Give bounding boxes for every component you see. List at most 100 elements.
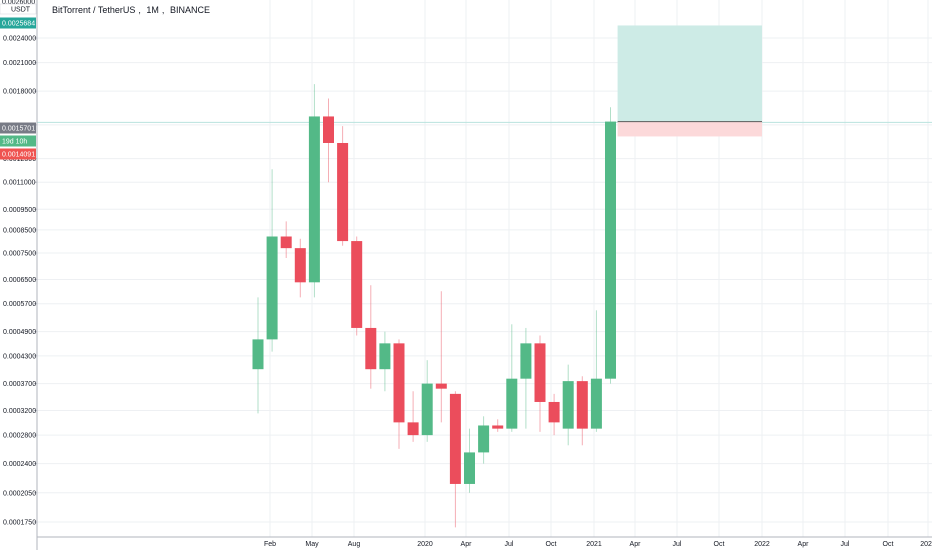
candle[interactable] — [308, 84, 320, 298]
candle[interactable] — [520, 327, 532, 429]
y-tick-label: 0.0004900 — [3, 329, 36, 336]
y-tick-label: 0.0004300 — [3, 353, 36, 360]
svg-text:19d 10h: 19d 10h — [2, 139, 27, 146]
candle-body — [294, 248, 306, 283]
x-tick-label: 2023 — [920, 541, 932, 548]
unit-label: USDT — [0, 3, 37, 15]
long-position-tool[interactable] — [617, 25, 762, 137]
symbol-name: BitTorrent / TetherUS — [52, 5, 136, 15]
candle-body — [252, 339, 264, 370]
candle-body — [548, 401, 560, 423]
chart-title: BitTorrent / TetherUS, 1M, BINANCE — [52, 5, 210, 15]
candle-body — [605, 121, 616, 379]
y-tick-label: 0.0002800 — [3, 433, 36, 440]
y-tick-label: 0.0003200 — [3, 408, 36, 415]
candle-body — [365, 327, 377, 370]
candle[interactable] — [590, 310, 602, 432]
y-tick-label: 0.0002400 — [3, 461, 36, 468]
candle-body — [266, 236, 278, 340]
candle-body — [379, 343, 391, 370]
candle[interactable] — [421, 360, 433, 442]
candle-body — [506, 378, 518, 429]
candle-body — [351, 241, 363, 328]
y-tick-label: 0.0011000 — [3, 180, 36, 187]
candle[interactable] — [323, 98, 334, 183]
x-tick-label: Apr — [630, 541, 642, 548]
x-tick-label: May — [305, 541, 319, 548]
candle-body — [492, 425, 504, 429]
candle[interactable] — [266, 169, 278, 352]
candle[interactable] — [449, 391, 461, 528]
x-tick-label: Oct — [883, 541, 894, 548]
y-tick-label: 0.0003700 — [3, 381, 36, 388]
candle[interactable] — [294, 238, 306, 298]
candle-body — [520, 343, 532, 379]
y-tick-label: 0.0007500 — [3, 251, 36, 258]
candle-body — [464, 452, 475, 484]
svg-text:0.0025684: 0.0025684 — [2, 21, 35, 28]
stop-zone[interactable] — [617, 121, 762, 137]
y-tick-label: 0.0024000 — [3, 36, 36, 43]
y-tick-label: 0.0008500 — [3, 227, 36, 234]
candle[interactable] — [252, 297, 264, 414]
candle[interactable] — [435, 291, 447, 423]
x-tick-label: Apr — [461, 541, 473, 548]
candle[interactable] — [351, 236, 363, 336]
target-zone[interactable] — [617, 25, 762, 122]
svg-text:0.0014091: 0.0014091 — [2, 152, 35, 159]
x-tick-label: Jul — [673, 541, 682, 548]
candle-body — [393, 343, 405, 423]
candle-body — [534, 343, 546, 402]
svg-text:USDT: USDT — [11, 7, 31, 14]
y-tick-label: 0.0021000 — [3, 60, 36, 67]
candle[interactable] — [562, 364, 574, 446]
y-tick-label: 0.0018000 — [3, 89, 36, 96]
x-tick-label: Apr — [798, 541, 810, 548]
x-tick-label: 2022 — [754, 541, 770, 548]
price-badges: USDT 0.0025684 0.0015701 19d 10h 0.0014091 — [0, 3, 37, 160]
candle[interactable] — [365, 285, 377, 389]
candle[interactable] — [576, 376, 588, 446]
x-tick-label: Oct — [714, 541, 725, 548]
grid-lines — [37, 0, 932, 537]
target-price-badge: 0.0025684 — [0, 17, 36, 29]
time-axis[interactable]: Feb May Aug 2020 Apr Jul Oct 2021 Apr Jul Oct 2022 A… — [37, 536, 932, 548]
price-axis[interactable]: 0.0026000 0.0024000 0.0021000 0.0018000 0.00… — [2, 0, 38, 550]
candle-body — [337, 142, 349, 242]
y-tick-label: 0.0006500 — [3, 277, 36, 284]
candle-body — [562, 381, 574, 429]
candle[interactable] — [492, 419, 504, 432]
candle-body — [421, 383, 433, 436]
candle[interactable] — [534, 335, 546, 432]
candle-body — [308, 116, 320, 283]
candle[interactable] — [337, 126, 349, 246]
candle[interactable] — [464, 428, 475, 493]
candle[interactable] — [407, 391, 419, 442]
last-price-badge: 0.0015701 — [0, 122, 36, 134]
candle-body — [590, 378, 602, 429]
candle[interactable] — [379, 331, 391, 392]
candle[interactable] — [478, 416, 490, 464]
stop-price-badge: 0.0014091 — [0, 148, 36, 160]
y-tick-label: 0.0005700 — [3, 301, 36, 308]
candle[interactable] — [393, 339, 405, 449]
candle-body — [407, 422, 419, 436]
x-tick-label: 2020 — [417, 541, 433, 548]
candle-body — [323, 116, 334, 143]
candles — [252, 84, 616, 528]
candle[interactable] — [605, 107, 616, 384]
candle[interactable] — [548, 393, 560, 436]
svg-text:0.0015701: 0.0015701 — [2, 126, 35, 133]
exchange: BINANCE — [169, 5, 210, 15]
candle-body — [435, 383, 447, 389]
y-tick-label: 0.0009500 — [3, 207, 36, 214]
y-tick-label: 0.0026000 — [2, 0, 35, 6]
candle[interactable] — [506, 324, 518, 432]
candle-body — [478, 425, 490, 453]
y-tick-label: 0.0012500 — [3, 156, 36, 163]
x-tick-label: Jul — [841, 541, 850, 548]
candle[interactable] — [280, 221, 292, 258]
countdown-badge: 19d 10h — [0, 135, 36, 147]
interval: 1M — [146, 5, 159, 15]
